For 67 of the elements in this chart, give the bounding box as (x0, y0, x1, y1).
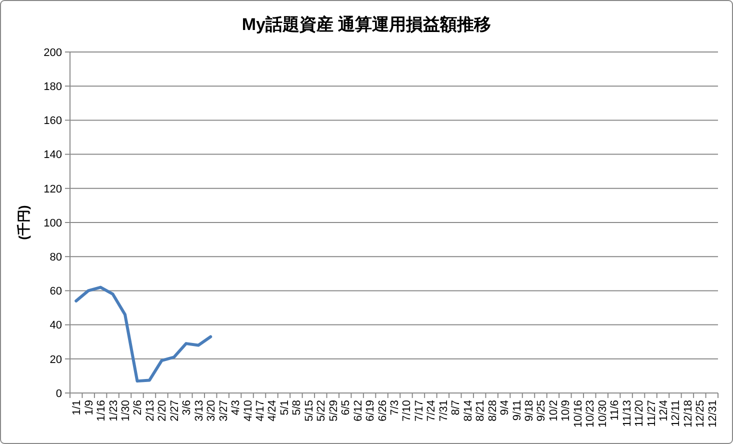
x-tick-label: 3/6 (181, 400, 194, 416)
y-tick-label: 180 (44, 80, 62, 93)
x-tick-label: 11/20 (634, 400, 646, 427)
x-tick-label: 2/27 (168, 400, 181, 422)
y-tick-label: 200 (44, 46, 62, 59)
x-tick-label: 2/6 (132, 400, 144, 416)
x-tick-label: 8/28 (486, 400, 499, 422)
x-tick-label: 8/7 (450, 400, 462, 416)
x-tick-label: 9/18 (523, 400, 536, 422)
y-axis-title: (千円) (16, 205, 31, 240)
x-tick-label: 4/3 (230, 400, 242, 416)
x-tick-label: 6/26 (376, 400, 389, 422)
x-tick-label: 9/4 (499, 400, 512, 416)
x-tick-label: 10/9 (560, 400, 572, 422)
x-tick-label: 10/16 (572, 400, 584, 428)
x-tick-label: 9/25 (536, 400, 548, 422)
y-tick-label: 160 (44, 115, 62, 128)
chart-title: My話題資産 通算運用損益額推移 (242, 15, 492, 34)
y-tick-label: 80 (50, 251, 62, 264)
y-tick-label: 40 (50, 320, 62, 332)
x-tick-label: 3/27 (218, 400, 230, 422)
x-tick-label: 4/10 (242, 400, 254, 422)
x-tick-label: 1/9 (83, 400, 96, 416)
x-tick-label: 7/24 (426, 400, 438, 422)
x-tick-label: 12/11 (670, 400, 682, 427)
x-tick-label: 5/29 (328, 400, 340, 422)
x-tick-label: 7/17 (413, 400, 426, 422)
x-tick-label: 6/5 (340, 400, 352, 416)
x-tick-label: 7/31 (438, 400, 450, 422)
x-tick-label: 5/8 (291, 400, 304, 416)
x-tick-label: 4/24 (266, 400, 279, 422)
y-tick-label: 20 (50, 354, 62, 366)
x-tick-label: 2/13 (144, 400, 156, 422)
x-tick-label: 6/19 (364, 400, 377, 422)
x-tick-label: 8/21 (474, 400, 487, 422)
y-tick-label: 100 (44, 217, 62, 230)
x-tick-label: 5/1 (278, 400, 291, 416)
x-tick-label: 12/4 (658, 400, 670, 422)
x-tick-label: 10/30 (596, 400, 609, 428)
x-tick-label: 12/25 (694, 400, 707, 428)
x-tick-label: 9/11 (511, 400, 524, 421)
x-tick-label: 11/13 (621, 400, 634, 427)
x-tick-label: 12/18 (682, 400, 694, 428)
x-tick-label: 3/20 (206, 400, 218, 422)
x-tick-label: 5/22 (316, 400, 328, 422)
y-tick-label: 60 (50, 286, 62, 298)
x-tick-label: 7/3 (389, 400, 401, 416)
x-tick-label: 8/14 (462, 400, 474, 422)
x-tick-label: 1/23 (108, 400, 120, 422)
x-tick-label: 11/27 (646, 400, 658, 427)
x-tick-label: 2/20 (156, 400, 169, 422)
x-tick-label: 7/10 (401, 400, 414, 422)
x-tick-label: 5/15 (303, 400, 316, 422)
x-tick-label: 11/6 (609, 400, 622, 421)
y-tick-label: 0 (56, 388, 62, 400)
x-tick-label: 10/23 (584, 400, 597, 428)
y-tick-label: 120 (44, 183, 62, 196)
x-tick-label: 1/30 (120, 400, 132, 422)
x-tick-label: 1/16 (96, 400, 108, 422)
x-tick-label: 6/12 (352, 400, 364, 422)
x-tick-label: 4/17 (254, 400, 267, 422)
x-tick-label: 3/13 (193, 400, 206, 422)
x-tick-label: 12/31 (706, 400, 719, 428)
y-tick-label: 140 (44, 149, 62, 162)
line-series (74, 286, 212, 383)
x-tick-label: 10/2 (548, 400, 560, 422)
x-tick-label: 1/1 (71, 400, 84, 416)
